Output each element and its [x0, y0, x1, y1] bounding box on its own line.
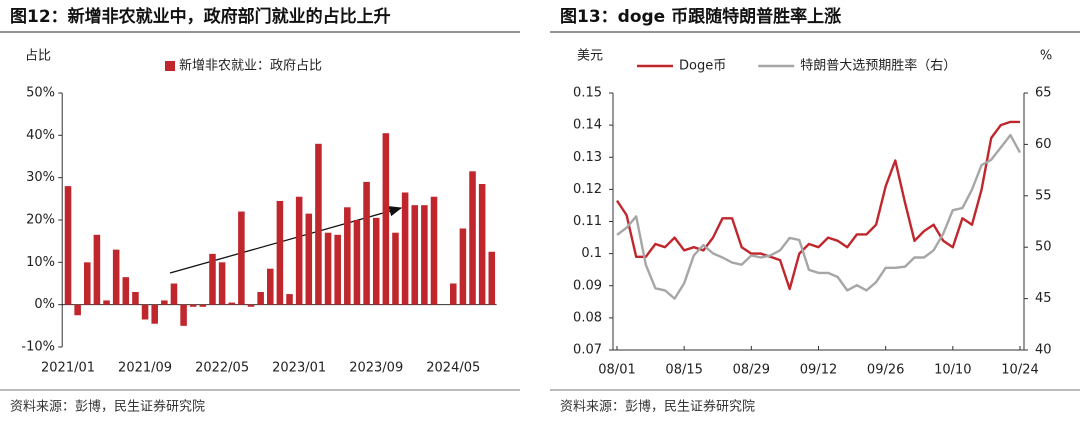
y2-tick-label: 50 [1035, 240, 1052, 255]
bar [74, 304, 81, 316]
x-tick-label: 09/26 [867, 363, 904, 378]
bar [180, 304, 187, 326]
x-tick-label: 2021/01 [41, 361, 95, 376]
y-tick-label: 40% [26, 128, 55, 143]
bar [334, 234, 341, 305]
bar [209, 253, 216, 305]
y-tick-label: 10% [26, 255, 55, 270]
bar [238, 211, 245, 305]
x-tick-label: 2022/05 [195, 361, 249, 376]
x-tick-label: 10/24 [1001, 363, 1038, 378]
bar [170, 283, 178, 305]
y2-tick-label: 60 [1035, 137, 1052, 152]
bar [353, 220, 361, 305]
line-series [616, 133, 1022, 300]
y2-axis-label: % [1040, 49, 1052, 64]
bar [295, 196, 303, 305]
y-tick-label: 0% [34, 297, 55, 312]
x-tick-label: 10/10 [934, 363, 971, 378]
x-tick-label: 09/12 [800, 363, 837, 378]
bar [324, 232, 332, 305]
x-tick-label: 2024/05 [426, 361, 480, 376]
bar [478, 184, 486, 305]
bar [449, 283, 457, 305]
chart-title: 图12：新增非农就业中，政府部门就业的占比上升 [10, 6, 391, 27]
trend-arrow [169, 206, 403, 274]
legend-label: 特朗普大选预期胜率（右） [800, 58, 956, 74]
bar [266, 268, 274, 305]
y-tick-label: -10% [21, 340, 55, 355]
x-tick-label: 08/15 [665, 363, 702, 378]
y-tick-label: 0.11 [573, 214, 602, 229]
bar [286, 294, 293, 305]
y-axis-label: 占比 [25, 49, 51, 64]
bar [122, 277, 130, 305]
x-tick-label: 2023/09 [349, 361, 403, 376]
bar [363, 181, 370, 305]
bar [372, 217, 380, 305]
x-tick-label: 2021/09 [118, 361, 172, 376]
bar [392, 232, 399, 305]
bar [305, 213, 313, 305]
bar [382, 133, 390, 305]
legend-label: Doge币 [679, 59, 726, 74]
y2-tick-label: 65 [1035, 86, 1052, 101]
bar [469, 171, 476, 305]
bar [93, 234, 101, 305]
bar [84, 262, 91, 305]
legend-swatch [165, 61, 175, 71]
y-tick-label: 0.07 [573, 343, 602, 358]
bar [315, 143, 322, 305]
bar [430, 196, 438, 305]
bar [112, 249, 120, 305]
bar [103, 300, 110, 305]
bar [488, 251, 496, 305]
y-axis-label: 美元 [577, 49, 603, 64]
bar [421, 205, 428, 305]
bar [401, 192, 409, 305]
y-tick-label: 50% [26, 86, 55, 101]
bar [199, 304, 207, 307]
y2-tick-label: 40 [1035, 343, 1052, 358]
y-tick-label: 0.1 [581, 246, 602, 261]
bar [459, 228, 467, 305]
source: 资料来源：彭博，民生证券研究院 [560, 399, 755, 415]
legend-label: 新增非农就业：政府占比 [179, 58, 322, 74]
y-tick-label: 0.08 [573, 310, 602, 325]
y-tick-label: 0.14 [573, 118, 602, 133]
bar [161, 300, 168, 305]
bar [276, 200, 284, 305]
y-tick-label: 20% [26, 213, 55, 228]
bar [344, 207, 351, 305]
y-tick-label: 0.09 [573, 278, 602, 293]
y2-tick-label: 55 [1035, 188, 1052, 203]
y-tick-label: 0.15 [573, 86, 602, 101]
x-tick-label: 2023/01 [272, 361, 326, 376]
bar [141, 304, 149, 320]
bar [132, 291, 139, 305]
bar [247, 304, 255, 307]
bar [257, 291, 264, 305]
y2-tick-label: 45 [1035, 291, 1052, 306]
x-tick-label: 08/01 [598, 363, 635, 378]
bar [218, 262, 226, 305]
bar [151, 304, 158, 324]
y-tick-label: 30% [26, 170, 55, 185]
y-tick-label: 0.13 [573, 150, 602, 165]
bar [228, 302, 236, 305]
bar [411, 205, 419, 305]
x-tick-label: 08/29 [733, 363, 770, 378]
y-tick-label: 0.12 [573, 182, 602, 197]
bar [189, 304, 197, 307]
source: 资料来源：彭博，民生证券研究院 [10, 399, 205, 415]
line-series [615, 120, 1020, 291]
chart-title: 图13：doge 币跟随特朗普胜率上涨 [560, 6, 841, 27]
bar [64, 186, 72, 305]
